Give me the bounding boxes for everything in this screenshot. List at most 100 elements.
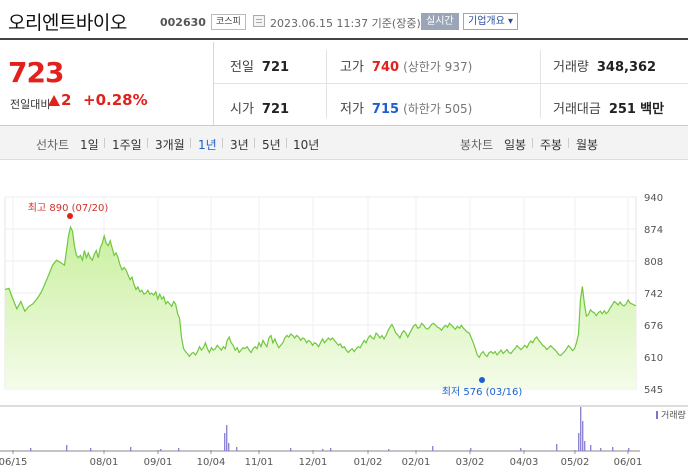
y-tick-label: 742 xyxy=(644,289,663,300)
volume-bar xyxy=(290,448,292,451)
volume-bar xyxy=(584,441,586,451)
candle-weekly[interactable]: 주봉 xyxy=(540,138,563,152)
high-value: 740 xyxy=(371,60,400,75)
volume-bar xyxy=(236,447,238,451)
volume-bar xyxy=(580,407,582,451)
period-1d[interactable]: 1일 xyxy=(80,138,99,152)
volume-bar xyxy=(556,444,558,451)
volume-legend-icon xyxy=(656,411,658,419)
x-tick-label: 02/01 xyxy=(402,457,431,468)
stock-header: 오리엔트바이오 002630 코스피 2023.06.15 11:37 기준(장… xyxy=(0,0,688,40)
volume-bar xyxy=(178,448,180,451)
period-divider xyxy=(190,138,191,148)
x-tick-label: 10/04 xyxy=(197,457,226,468)
price-area xyxy=(5,227,636,389)
volume-bar xyxy=(322,449,324,451)
x-tick-label: 05/02 xyxy=(561,457,590,468)
y-tick-label: 808 xyxy=(644,257,663,268)
low-cell: 저가 715 (하한가 505) xyxy=(340,98,472,117)
volume-bar xyxy=(224,433,226,451)
candle-daily[interactable]: 일봉 xyxy=(504,138,527,152)
amount-cell: 거래대금 251 백만 xyxy=(553,98,664,117)
volume-bar xyxy=(30,448,32,451)
open-value: 721 xyxy=(261,102,290,117)
period-1y[interactable]: 1년 xyxy=(198,138,217,152)
line-chart-label: 선차트 xyxy=(36,138,70,152)
volume-value: 348,362 xyxy=(596,60,657,75)
high-annotation: 최고 890 (07/20) xyxy=(28,202,109,214)
market-badge: 코스피 xyxy=(211,14,246,30)
change-label: 전일대비 xyxy=(10,98,51,111)
x-tick-label: 01/02 xyxy=(354,457,383,468)
period-divider xyxy=(254,138,255,148)
volume-bar xyxy=(600,448,602,451)
column-divider xyxy=(540,50,541,118)
open-label: 시가 xyxy=(230,102,254,117)
period-5y[interactable]: 5년 xyxy=(262,138,281,152)
prev-close-label: 전일 xyxy=(230,60,254,75)
amount-label: 거래대금 xyxy=(553,102,601,117)
change-value: 2 xyxy=(48,91,71,109)
candle-chart-label: 봉차트 xyxy=(460,138,494,152)
price-box: 723 전일대비 2 +0.28% xyxy=(0,42,214,125)
x-tick-label: 11/01 xyxy=(245,457,274,468)
volume-label: 거래량 xyxy=(553,60,589,75)
y-tick-label: 676 xyxy=(644,321,663,332)
volume-bar xyxy=(612,447,614,451)
high-label: 고가 xyxy=(340,60,364,75)
current-price: 723 xyxy=(8,56,64,89)
volume-cell: 거래량 348,362 xyxy=(553,56,656,75)
volume-bar xyxy=(520,448,522,451)
low-label: 저가 xyxy=(340,102,364,117)
change-amount: 2 xyxy=(61,91,72,109)
period-divider xyxy=(568,138,569,148)
calendar-icon xyxy=(253,15,265,27)
up-triangle-icon xyxy=(48,95,60,106)
volume-bar xyxy=(66,445,68,451)
stock-code: 002630 xyxy=(160,16,206,29)
period-divider xyxy=(147,138,148,148)
price-chart[interactable]: 940 874 808 742 676 610 545 06/15 08/01 09/01 10/… xyxy=(0,180,688,475)
chevron-down-icon: ▾ xyxy=(508,16,514,27)
volume-bar xyxy=(130,447,132,451)
low-value: 715 xyxy=(371,102,400,117)
amount-value: 251 xyxy=(608,102,636,117)
amount-unit: 백만 xyxy=(640,102,665,117)
volume-legend-label: 거래량 xyxy=(661,409,686,421)
volume-bar xyxy=(470,448,472,451)
candle-monthly[interactable]: 월봉 xyxy=(576,138,599,152)
price-line xyxy=(4,225,637,359)
x-tick-label: 12/01 xyxy=(299,457,328,468)
high-cell: 고가 740 (상한가 937) xyxy=(340,56,472,75)
period-3y[interactable]: 3년 xyxy=(230,138,249,152)
x-tick-label: 06/15 xyxy=(0,457,27,468)
change-rate: +0.28% xyxy=(83,91,148,109)
row-divider xyxy=(214,83,688,84)
period-divider xyxy=(286,138,287,148)
x-tick-label: 09/01 xyxy=(144,457,173,468)
volume-bar xyxy=(582,421,584,451)
lower-limit: (하한가 505) xyxy=(403,102,473,116)
volume-bar xyxy=(228,443,230,451)
prev-close-cell: 전일 721 xyxy=(230,56,289,75)
period-divider xyxy=(104,138,105,148)
period-3m[interactable]: 3개월 xyxy=(155,138,185,152)
open-cell: 시가 721 xyxy=(230,98,289,117)
y-tick-label: 940 xyxy=(644,193,663,204)
volume-bar xyxy=(628,448,630,451)
y-tick-label: 874 xyxy=(644,225,663,236)
y-tick-label: 610 xyxy=(644,353,663,364)
company-info-dropdown[interactable]: 기업개요 ▾ xyxy=(463,13,519,30)
chart-period-bar: 선차트 1일 1주일 3개월 1년 3년 5년 10년 봉차트 일봉 주봉 월봉 xyxy=(0,126,688,160)
volume-bar xyxy=(432,446,434,451)
volume-bar xyxy=(578,433,580,451)
volume-bar xyxy=(90,448,92,451)
low-marker xyxy=(479,377,485,383)
quote-panel: 723 전일대비 2 +0.28% 전일 721 고가 740 (상한가 937) 거… xyxy=(0,42,688,126)
company-name[interactable]: 오리엔트바이오 xyxy=(8,12,127,34)
period-10y[interactable]: 10년 xyxy=(293,138,320,152)
realtime-button[interactable]: 실시간 xyxy=(421,13,459,30)
period-divider xyxy=(222,138,223,148)
period-1w[interactable]: 1주일 xyxy=(112,138,142,152)
volume-bar xyxy=(160,449,162,451)
